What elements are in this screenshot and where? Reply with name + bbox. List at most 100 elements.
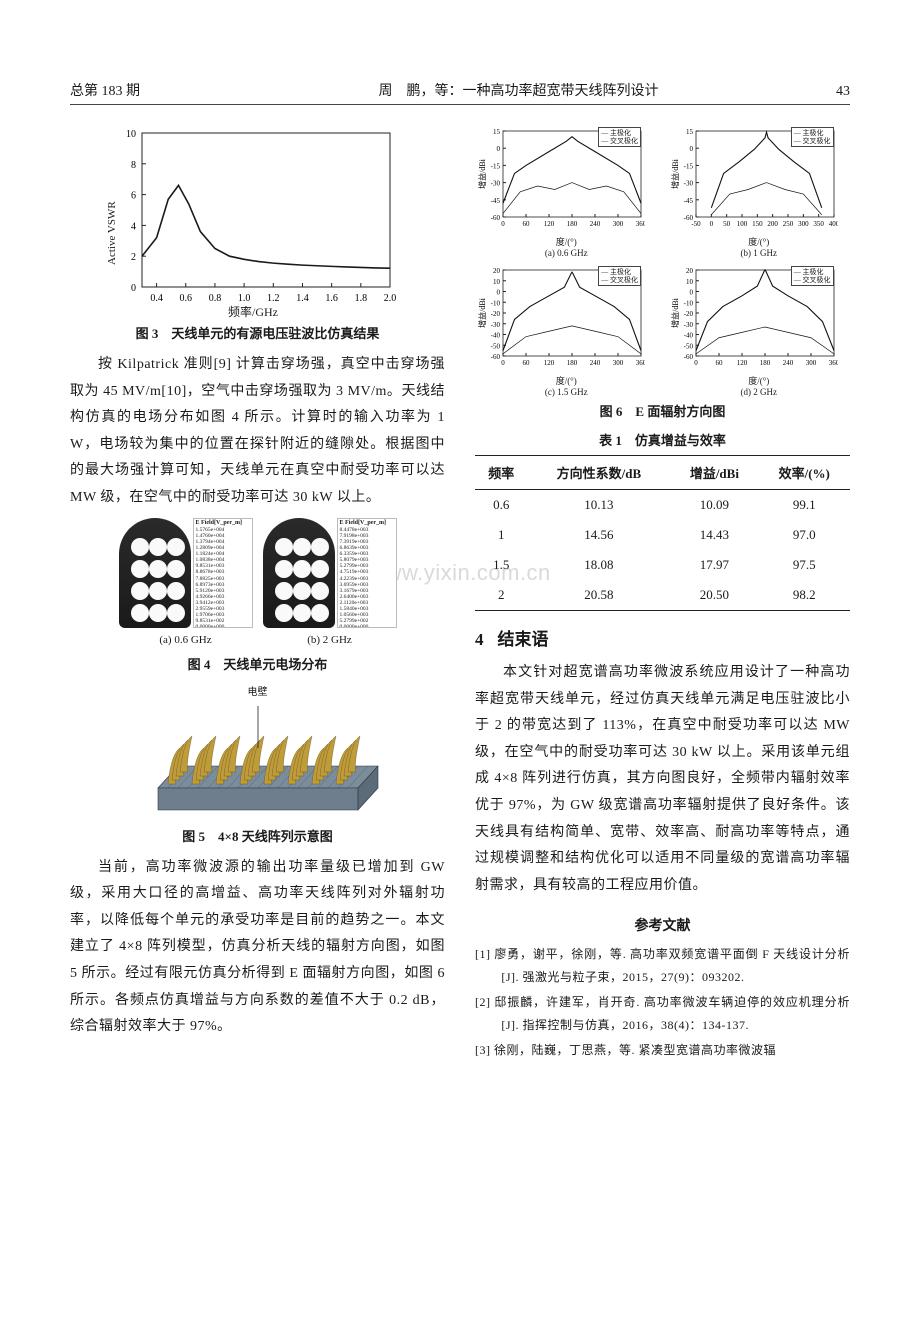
svg-text:-60: -60 — [683, 353, 693, 361]
svg-text:200: 200 — [767, 220, 778, 228]
svg-text:-15: -15 — [491, 162, 501, 170]
table-cell: 99.1 — [758, 490, 850, 521]
svg-text:增益/dBi: 增益/dBi — [670, 158, 680, 189]
svg-text:360: 360 — [636, 359, 645, 367]
fig3-xlabel: 频率/GHz — [228, 303, 278, 320]
fig4-caption: 图 4 天线单元电场分布 — [70, 654, 445, 673]
svg-text:-45: -45 — [683, 197, 693, 205]
svg-text:15: 15 — [493, 128, 501, 136]
svg-text:300: 300 — [805, 359, 816, 367]
fig5-array — [128, 698, 388, 818]
fig3-ylabel: Active VSWR — [106, 201, 118, 265]
svg-text:0: 0 — [497, 145, 501, 153]
svg-text:2.0: 2.0 — [384, 293, 397, 304]
svg-text:8: 8 — [131, 160, 136, 171]
fig6-legend: — 主极化— 交叉极化 — [598, 266, 641, 286]
fig6-sub-1: (b) 1 GHz — [668, 248, 851, 258]
table-cell: 98.2 — [758, 580, 850, 611]
svg-text:1.4: 1.4 — [296, 293, 309, 304]
section-4-body: 本文针对超宽谱高功率微波系统应用设计了一种高功率超宽带天线单元，经过仿真天线单元… — [475, 660, 850, 899]
header-page: 43 — [772, 84, 850, 100]
right-column: 060120180240300360-60-45-30-15015增益/dBi … — [475, 125, 850, 1063]
header-issue: 总第 183 期 — [70, 80, 265, 100]
svg-text:0.4: 0.4 — [150, 293, 163, 304]
svg-text:360: 360 — [636, 220, 645, 228]
fig5-anno: 电壁 — [70, 683, 445, 698]
fig3-svg: 0.40.60.81.01.21.41.61.82.00246810 — [100, 125, 400, 315]
reference-item: [2] 邸振麟，许建军，肖开奇. 高功率微波车辆迫停的效应机理分析 [J]. 指… — [475, 991, 850, 1037]
svg-text:1.6: 1.6 — [325, 293, 338, 304]
svg-text:250: 250 — [782, 220, 793, 228]
table-row: 114.5614.4397.0 — [475, 520, 850, 550]
table1-caption: 表 1 仿真增益与效率 — [475, 430, 850, 449]
fig4-panel-b — [263, 518, 335, 628]
svg-text:0: 0 — [131, 283, 136, 294]
svg-text:0: 0 — [689, 145, 693, 153]
svg-text:180: 180 — [567, 359, 578, 367]
fig4-colorbar-b: E Field[V_per_m] 8.4478e+0037.9198e+0037… — [337, 518, 397, 628]
table-col: 增益/dBi — [670, 456, 758, 490]
fig4-colorbar-title-a: E Field[V_per_m] — [196, 520, 250, 527]
svg-text:增益/dBi: 增益/dBi — [670, 297, 680, 328]
svg-text:150: 150 — [752, 220, 763, 228]
svg-text:0: 0 — [689, 289, 693, 297]
svg-text:60: 60 — [523, 359, 531, 367]
svg-text:-40: -40 — [491, 332, 501, 340]
svg-text:-15: -15 — [683, 162, 693, 170]
svg-text:240: 240 — [590, 359, 601, 367]
svg-text:-30: -30 — [491, 180, 501, 188]
svg-text:0: 0 — [709, 220, 713, 228]
table-col: 方向性系数/dB — [528, 456, 671, 490]
fig6-chart-3: 060120180240300360-60-50-40-30-20-100102… — [668, 264, 838, 374]
gain-table: 频率方向性系数/dB增益/dBi效率/(%) 0.610.1310.0999.1… — [475, 455, 850, 611]
svg-text:-50: -50 — [491, 342, 501, 350]
section-4-heading: 4结束语 — [475, 625, 850, 650]
references-heading: 参考文献 — [475, 915, 850, 935]
fig6-xlabel-2: 度/(°) — [475, 374, 658, 387]
svg-text:0: 0 — [501, 359, 505, 367]
svg-text:300: 300 — [798, 220, 809, 228]
section-4-title: 结束语 — [498, 630, 549, 649]
svg-text:400: 400 — [828, 220, 837, 228]
fig4-colorbar-title-b: E Field[V_per_m] — [340, 520, 394, 527]
table-cell: 0.6 — [475, 490, 528, 521]
fig4-sub-a: (a) 0.6 GHz — [159, 634, 211, 646]
fig6-xlabel-0: 度/(°) — [475, 235, 658, 248]
svg-text:360: 360 — [828, 359, 837, 367]
svg-text:120: 120 — [544, 359, 555, 367]
svg-text:180: 180 — [567, 220, 578, 228]
table-header-row: 频率方向性系数/dB增益/dBi效率/(%) — [475, 456, 850, 490]
svg-text:20: 20 — [493, 267, 501, 275]
fig4-colorbar-a: E Field[V_per_m] 1.5765e+0041.4760e+0041… — [193, 518, 253, 628]
svg-text:增益/dBi: 增益/dBi — [477, 158, 487, 189]
svg-text:-60: -60 — [491, 214, 501, 222]
fig6-chart-2: 060120180240300360-60-50-40-30-20-100102… — [475, 264, 645, 374]
svg-text:50: 50 — [723, 220, 731, 228]
svg-text:4: 4 — [131, 221, 136, 232]
fig5-caption: 图 5 4×8 天线阵列示意图 — [70, 826, 445, 845]
left-column: 0.40.60.81.01.21.41.61.82.00246810 Activ… — [70, 125, 445, 1063]
svg-text:0.8: 0.8 — [209, 293, 222, 304]
svg-text:180: 180 — [759, 359, 770, 367]
fig6-legend: — 主极化— 交叉极化 — [598, 127, 641, 147]
fig6-chart-1: -50050100150200250300350400-60-45-30-150… — [668, 125, 838, 235]
svg-text:350: 350 — [813, 220, 824, 228]
svg-text:240: 240 — [782, 359, 793, 367]
svg-text:-45: -45 — [491, 197, 501, 205]
table-cell: 18.08 — [528, 550, 671, 580]
table-cell: 97.0 — [758, 520, 850, 550]
svg-text:增益/dBi: 增益/dBi — [477, 297, 487, 328]
table-cell: 14.56 — [528, 520, 671, 550]
fig6-sub-0: (a) 0.6 GHz — [475, 248, 658, 258]
svg-text:15: 15 — [686, 128, 694, 136]
svg-text:20: 20 — [686, 267, 694, 275]
table-cell: 1.5 — [475, 550, 528, 580]
fig6-xlabel-1: 度/(°) — [668, 235, 851, 248]
fig6-chart-0: 060120180240300360-60-45-30-15015增益/dBi … — [475, 125, 645, 235]
svg-text:1.8: 1.8 — [355, 293, 368, 304]
para-left-1: 按 Kilpatrick 准则[9] 计算击穿场强，真空中击穿场强取为 45 M… — [70, 352, 445, 512]
fig3-chart: 0.40.60.81.01.21.41.61.82.00246810 Activ… — [100, 125, 400, 315]
svg-text:0: 0 — [501, 220, 505, 228]
table-cell: 20.58 — [528, 580, 671, 611]
svg-text:-30: -30 — [491, 321, 501, 329]
